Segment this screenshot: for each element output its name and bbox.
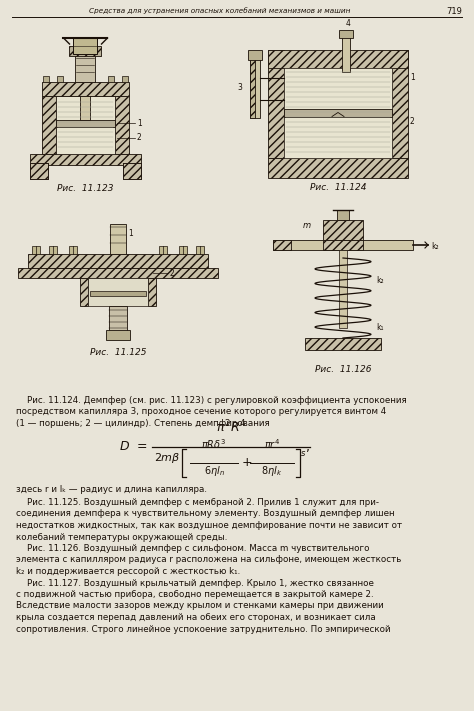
Bar <box>90 291 146 296</box>
Bar <box>109 306 127 336</box>
Bar <box>284 109 392 117</box>
Text: колебаний температуры окружающей среды.: колебаний температуры окружающей среды. <box>16 533 228 542</box>
Bar <box>248 50 262 60</box>
Text: 2: 2 <box>170 269 175 277</box>
Bar <box>123 163 141 179</box>
Text: Вследствие малости зазоров между крылом и стенками камеры при движении: Вследствие малости зазоров между крылом … <box>16 602 384 611</box>
Text: 1: 1 <box>137 119 142 128</box>
Bar <box>30 163 48 179</box>
Text: $6\eta l_n$: $6\eta l_n$ <box>203 464 225 478</box>
Text: 719: 719 <box>446 6 462 16</box>
Bar <box>70 46 101 56</box>
Text: $8\eta l_k$: $8\eta l_k$ <box>261 464 283 478</box>
Text: здесь r и lₖ — радиус и длина капилляра.: здесь r и lₖ — радиус и длина капилляра. <box>16 485 207 494</box>
Bar <box>250 58 260 118</box>
Bar <box>339 250 347 328</box>
Text: ,: , <box>306 441 310 454</box>
Bar <box>323 240 363 250</box>
Bar <box>337 210 349 220</box>
Bar <box>28 254 208 268</box>
Text: Рис. 11.125. Воздушный демпфер с мембраной 2. Прилив 1 служит для при-: Рис. 11.125. Воздушный демпфер с мембран… <box>16 498 379 507</box>
Bar <box>342 36 350 72</box>
Bar <box>108 76 114 82</box>
Bar <box>196 246 204 254</box>
Text: k₁: k₁ <box>376 323 383 332</box>
Bar <box>56 120 115 127</box>
Text: 4: 4 <box>346 19 351 28</box>
Text: Рис.  11.126: Рис. 11.126 <box>315 365 371 374</box>
Text: s: s <box>301 449 305 458</box>
Bar <box>148 278 156 306</box>
Text: $\pi^2 R^4$: $\pi^2 R^4$ <box>216 418 246 435</box>
Bar <box>32 246 40 254</box>
Bar <box>115 96 129 154</box>
Text: Рис.  11.125: Рис. 11.125 <box>90 348 146 357</box>
Text: 3: 3 <box>237 83 242 92</box>
Bar <box>80 278 88 306</box>
Text: посредством капилляра 3, проходное сечение которого регулируется винтом 4: посредством капилляра 3, проходное сечен… <box>16 407 386 417</box>
Bar <box>159 246 167 254</box>
Bar <box>323 220 363 240</box>
Bar <box>179 246 187 254</box>
Bar <box>339 30 353 38</box>
Bar <box>250 58 255 118</box>
Text: Средства для устранения опасных колебаний механизмов и машин: Средства для устранения опасных колебани… <box>89 8 351 14</box>
Bar <box>273 240 413 250</box>
Bar <box>42 96 56 154</box>
Bar <box>268 50 284 158</box>
Bar <box>18 268 218 278</box>
Text: 1: 1 <box>410 73 415 82</box>
Bar <box>88 278 148 306</box>
Text: k₂ и поддерживается рессорой с жесткостью k₁.: k₂ и поддерживается рессорой с жесткость… <box>16 567 240 576</box>
Text: сопротивления. Строго линейное успокоение затруднительно. По эмпирической: сопротивления. Строго линейное успокоени… <box>16 624 391 634</box>
Text: 1: 1 <box>128 230 133 238</box>
Bar <box>30 154 141 165</box>
Text: Рис.  11.124: Рис. 11.124 <box>310 183 366 192</box>
Bar <box>110 224 126 254</box>
Text: с подвижной частью прибора, свободно перемещается в закрытой камере 2.: с подвижной частью прибора, свободно пер… <box>16 590 374 599</box>
Text: (1 — поршень; 2 — цилиндр). Степень демпфирования: (1 — поршень; 2 — цилиндр). Степень демп… <box>16 419 270 428</box>
Text: $\pi r^4$: $\pi r^4$ <box>264 437 280 451</box>
Text: +: + <box>242 456 253 469</box>
Text: k₂: k₂ <box>376 276 383 285</box>
Bar <box>42 82 129 96</box>
Bar <box>123 163 141 179</box>
Bar <box>106 330 130 340</box>
Text: Рис.  11.123: Рис. 11.123 <box>57 184 114 193</box>
Bar <box>81 96 91 120</box>
Bar <box>268 158 408 178</box>
Bar <box>43 76 49 82</box>
Text: $2m\beta$: $2m\beta$ <box>154 451 181 465</box>
Bar <box>75 54 95 82</box>
Bar <box>49 246 57 254</box>
Text: соединения демпфера к чувствительному элементу. Воздушный демпфер лишен: соединения демпфера к чувствительному эл… <box>16 510 395 518</box>
Bar <box>56 96 115 154</box>
Text: крыла создается перепад давлений на обеих его сторонах, и возникает сила: крыла создается перепад давлений на обеи… <box>16 613 376 622</box>
Bar <box>305 338 381 350</box>
Bar <box>273 240 291 250</box>
Text: $\pi R\delta^3$: $\pi R\delta^3$ <box>201 437 227 451</box>
Bar <box>268 50 408 68</box>
Text: m: m <box>303 220 311 230</box>
Bar <box>69 246 77 254</box>
Bar <box>73 38 98 54</box>
Text: недостатков жидкостных, так как воздушное демпфирование почти не зависит от: недостатков жидкостных, так как воздушно… <box>16 521 402 530</box>
Bar <box>122 76 128 82</box>
Text: элемента с капилляром радиуса r расположена на сильфоне, имеющем жесткость: элемента с капилляром радиуса r располож… <box>16 555 401 565</box>
Bar <box>57 76 63 82</box>
Bar <box>392 50 408 158</box>
Bar <box>30 163 48 179</box>
Text: Рис. 11.127. Воздушный крыльчатый демпфер. Крыло 1, жестко связанное: Рис. 11.127. Воздушный крыльчатый демпфе… <box>16 579 374 587</box>
Text: $D$  =: $D$ = <box>119 441 148 454</box>
Text: 2: 2 <box>410 117 415 127</box>
Text: k₂: k₂ <box>431 242 438 251</box>
Bar <box>284 68 392 158</box>
Text: 2: 2 <box>137 133 142 142</box>
Text: Рис. 11.124. Демпфер (см. рис. 11.123) с регулировкой коэффициента успокоения: Рис. 11.124. Демпфер (см. рис. 11.123) с… <box>16 396 407 405</box>
Text: Рис. 11.126. Воздушный демпфер с сильфоном. Масса m чувствительного: Рис. 11.126. Воздушный демпфер с сильфон… <box>16 544 370 553</box>
